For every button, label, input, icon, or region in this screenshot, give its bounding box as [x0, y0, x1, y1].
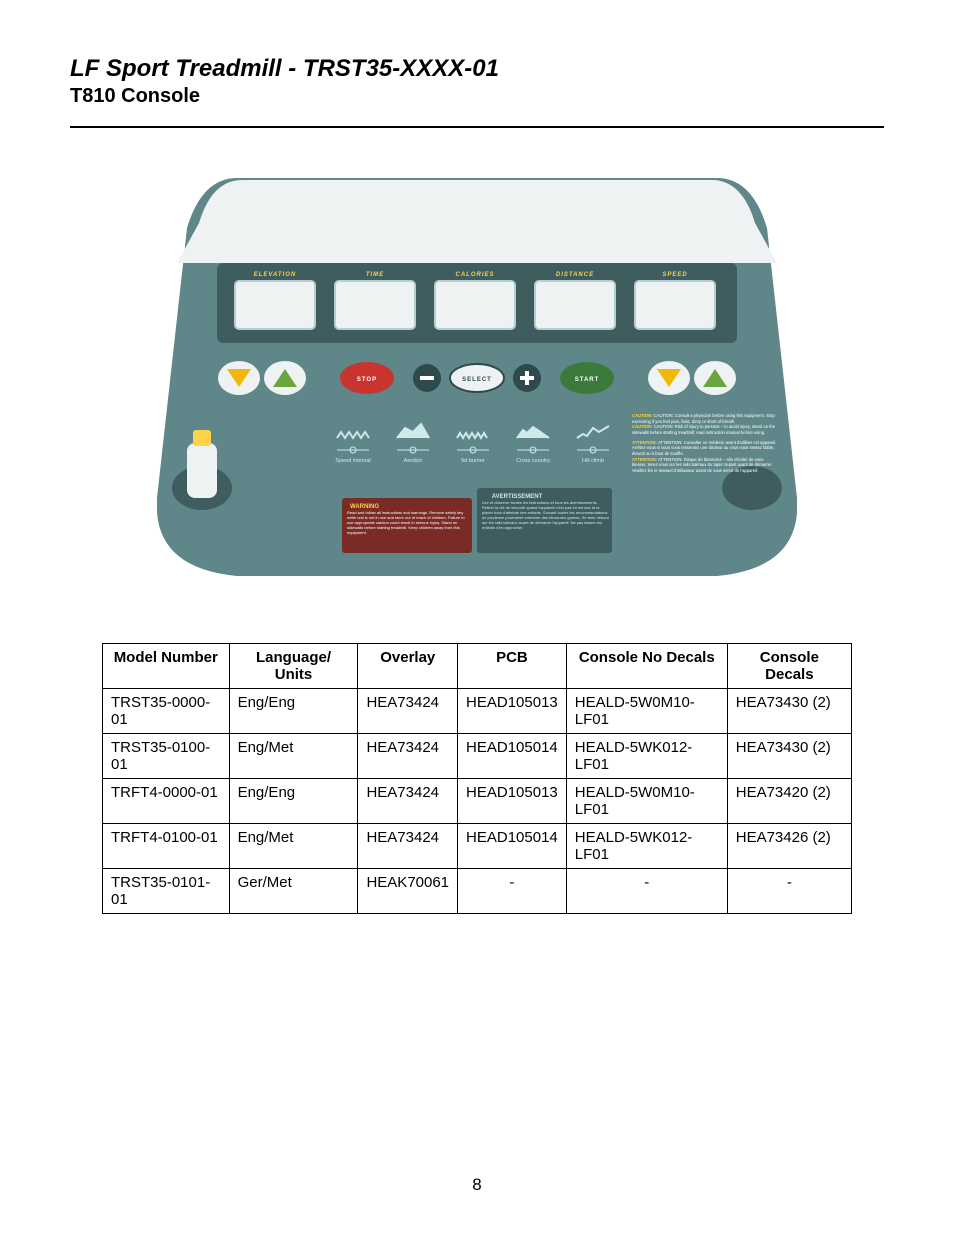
page-number: 8	[0, 1175, 954, 1195]
col-model: Model Number	[103, 644, 230, 689]
speed-down-button	[648, 361, 690, 395]
display-time	[335, 281, 415, 329]
col-pcb: PCB	[458, 644, 567, 689]
select-button: SELECT	[450, 364, 504, 392]
table-row: TRFT4-0000-01 Eng/Eng HEA73424 HEAD10501…	[103, 779, 852, 824]
page-title: LF Sport Treadmill - TRST35-XXXX-01	[70, 55, 884, 83]
table-row: TRST35-0100-01 Eng/Met HEA73424 HEAD1050…	[103, 734, 852, 779]
col-language: Language/ Units	[229, 644, 358, 689]
display-label-calories: CALORIES	[455, 272, 494, 278]
warning-panel: WARNING Read and follow all instructions…	[342, 498, 472, 553]
display-label-time: TIME	[366, 272, 384, 278]
col-decals: Console Decals	[727, 644, 851, 689]
svg-text:Aerobic: Aerobic	[404, 458, 423, 464]
svg-text:fat burner: fat burner	[461, 458, 485, 464]
svg-text:STOP: STOP	[357, 377, 377, 383]
table-row: TRST35-0000-01 Eng/Eng HEA73424 HEAD1050…	[103, 689, 852, 734]
header-rule	[70, 126, 884, 128]
plus-button	[513, 364, 541, 392]
parts-table: Model Number Language/ Units Overlay PCB…	[102, 643, 852, 914]
col-nodecals: Console No Decals	[566, 644, 727, 689]
minus-button	[413, 364, 441, 392]
table-header-row: Model Number Language/ Units Overlay PCB…	[103, 644, 852, 689]
console-illustration: ELEVATION TIME CALORIES DISTANCE SPEED	[157, 168, 797, 583]
stop-button: STOP	[340, 362, 394, 394]
console-top-highlight	[177, 180, 777, 263]
svg-text:Speed interval: Speed interval	[335, 458, 370, 464]
avertissement-panel: AVERTISSEMENT Lire et observer toutes le…	[477, 488, 612, 553]
svg-text:Cross country: Cross country	[516, 458, 550, 464]
caution-panel: CAUTION: CAUTION: Consult a physician be…	[632, 413, 777, 523]
page-subtitle: T810 Console	[70, 85, 884, 108]
table-row: TRST35-0101-01 Ger/Met HEAK70061 - - -	[103, 869, 852, 914]
table-row: TRFT4-0100-01 Eng/Met HEA73424 HEAD10501…	[103, 824, 852, 869]
svg-text:SELECT: SELECT	[462, 377, 492, 383]
display-label-elevation: ELEVATION	[254, 272, 296, 278]
start-button: START	[560, 362, 614, 394]
display-elevation	[235, 281, 315, 329]
svg-text:START: START	[575, 377, 600, 383]
speed-up-button	[694, 361, 736, 395]
display-label-distance: DISTANCE	[556, 272, 594, 278]
display-group: ELEVATION TIME CALORIES DISTANCE SPEED	[235, 272, 715, 329]
display-label-speed: SPEED	[662, 272, 687, 278]
display-speed	[635, 281, 715, 329]
incline-up-button	[264, 361, 306, 395]
incline-down-button	[218, 361, 260, 395]
col-overlay: Overlay	[358, 644, 458, 689]
display-distance	[535, 281, 615, 329]
svg-text:Hill climb: Hill climb	[582, 458, 604, 464]
table-body: TRST35-0000-01 Eng/Eng HEA73424 HEAD1050…	[103, 689, 852, 914]
display-calories	[435, 281, 515, 329]
